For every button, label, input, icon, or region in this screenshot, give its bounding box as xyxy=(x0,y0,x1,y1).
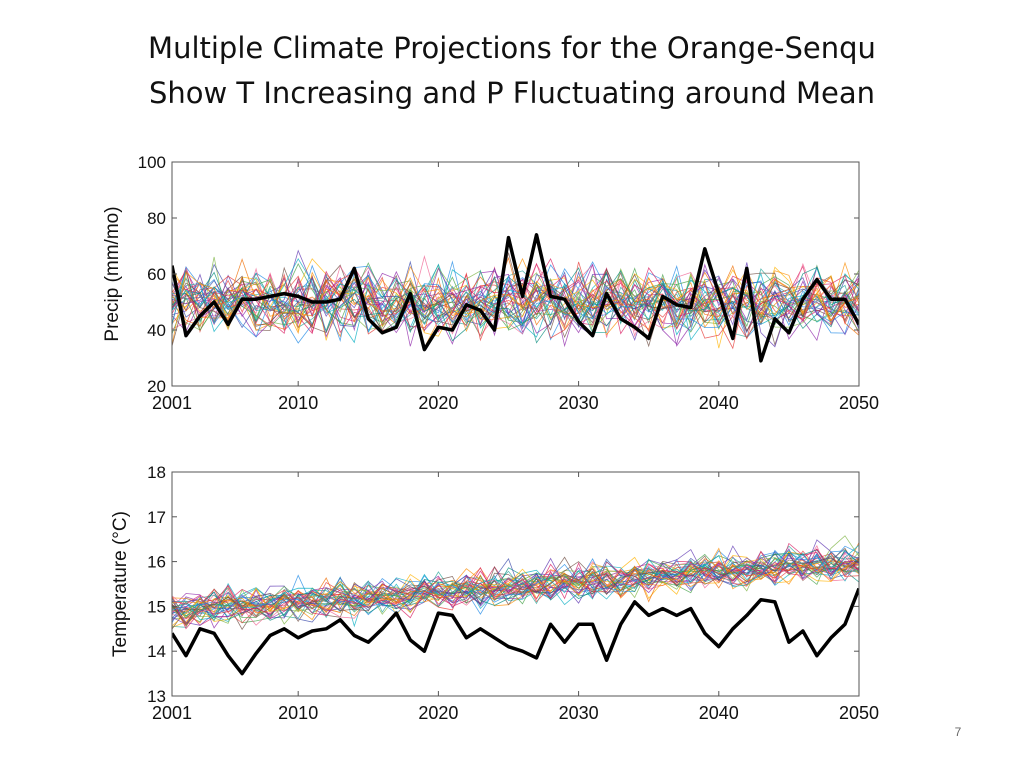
x-tick-label: 2020 xyxy=(418,703,458,723)
page-number: 7 xyxy=(954,725,962,739)
x-tick-label: 2050 xyxy=(839,703,879,723)
y-tick-label: 13 xyxy=(147,687,166,706)
x-tick-label: 2010 xyxy=(278,703,318,723)
highlight-series-line xyxy=(172,587,859,676)
x-tick-label: 2010 xyxy=(278,393,318,413)
ensemble-member-line xyxy=(172,257,859,329)
y-tick-label: 80 xyxy=(147,209,166,228)
ensemble-member-line xyxy=(172,271,859,329)
chart-panel-2: 2001 2010 2020 2030 2040 2050 13 14 15 16 17 18 Temp… xyxy=(110,463,879,723)
y-tick-label: 15 xyxy=(147,597,166,616)
y-axis-label: Temperature (°C) xyxy=(110,511,131,657)
slide-title: Multiple Climate Projections for the Ora… xyxy=(0,26,1024,116)
ensemble-member-line xyxy=(172,258,859,329)
x-tick-label: 2040 xyxy=(699,703,739,723)
ensemble-member-line xyxy=(172,266,859,342)
ensemble-member-line xyxy=(172,548,859,619)
ensemble-member-line xyxy=(172,269,859,342)
ensemble-member-line xyxy=(172,267,859,345)
ensemble-member-line xyxy=(172,556,859,626)
y-tick-label: 14 xyxy=(147,642,166,661)
slide-title-line-2: Show T Increasing and P Fluctuating arou… xyxy=(148,76,876,110)
ensemble-member-line xyxy=(172,275,859,335)
x-tick-label: 2001 xyxy=(152,393,192,413)
y-tick-label: 17 xyxy=(147,508,166,527)
x-tick-label: 2040 xyxy=(699,393,739,413)
ensemble-member-line xyxy=(172,557,859,619)
ensemble-member-line xyxy=(172,273,859,341)
x-tick-label: 2030 xyxy=(559,393,599,413)
y-tick-label: 100 xyxy=(138,153,166,172)
slide-title-line-1: Multiple Climate Projections for the Ora… xyxy=(148,31,876,65)
ensemble-member-line xyxy=(172,559,859,619)
axes-frame xyxy=(171,471,860,697)
ensemble-member-line xyxy=(172,267,859,344)
chart-panel-1: 2001 2010 2020 2030 2040 205020406080100Preci… xyxy=(102,153,879,413)
ensemble-traces xyxy=(172,535,859,631)
ensemble-member-line xyxy=(172,558,859,627)
y-tick-label: 16 xyxy=(147,553,166,572)
highlight-series-line xyxy=(172,233,859,363)
x-tick-label: 2050 xyxy=(839,393,879,413)
y-tick-label: 20 xyxy=(147,377,166,396)
ensemble-member-line xyxy=(172,256,859,331)
y-axis-label: Precip (mm/mo) xyxy=(102,206,123,341)
x-tick-label: 2001 xyxy=(152,703,192,723)
ensemble-member-line xyxy=(172,252,859,347)
ensemble-member-line xyxy=(172,552,859,625)
x-tick-label: 2030 xyxy=(559,703,599,723)
y-tick-label: 60 xyxy=(147,265,166,284)
x-tick-label: 2020 xyxy=(418,393,458,413)
y-tick-label: 18 xyxy=(147,463,166,482)
ensemble-member-line xyxy=(172,262,859,335)
y-tick-label: 40 xyxy=(147,321,166,340)
ensemble-member-line xyxy=(172,265,859,346)
ensemble-member-line xyxy=(172,550,859,627)
